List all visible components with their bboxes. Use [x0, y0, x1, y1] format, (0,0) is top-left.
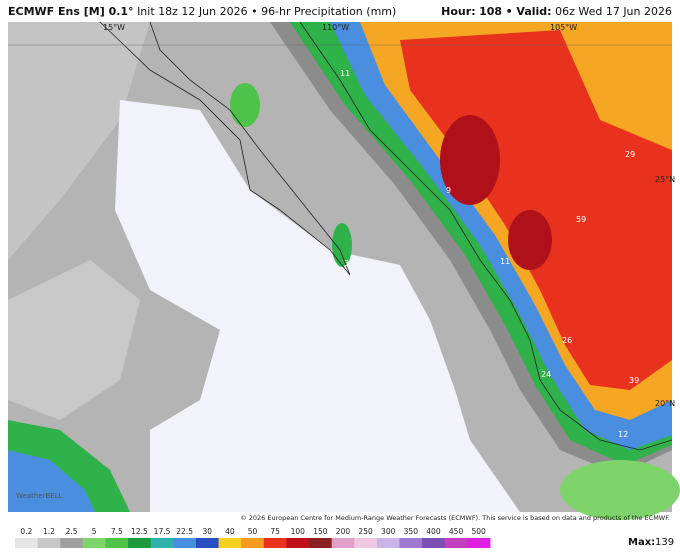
hour: 108: [479, 5, 503, 18]
precip-value: 11: [340, 69, 350, 78]
legend-swatch: [422, 538, 446, 548]
precip-value: 29: [625, 150, 635, 159]
shade: [8, 22, 150, 260]
legend-swatch: [37, 538, 61, 548]
legend-swatch: [263, 538, 287, 548]
precip-value: 3: [344, 259, 349, 268]
precip-dark: [508, 210, 552, 270]
precip-blue: [8, 450, 95, 512]
grid-label: 110°W: [322, 23, 349, 32]
precip-light-green: [560, 460, 680, 520]
precip-value: 59: [576, 215, 586, 224]
legend-swatch: [286, 538, 310, 548]
legend-tick: 500: [472, 527, 487, 536]
legend-swatch: [376, 538, 401, 548]
precip-value: 39: [629, 376, 639, 385]
valid-label: • Valid:: [505, 5, 552, 18]
legend-tick: 150: [313, 527, 328, 536]
init: Init 18z 12 Jun 2026 • 96-hr Precipitati…: [137, 5, 397, 18]
logo: WeatherBELL: [16, 492, 63, 500]
legend-swatch: [150, 538, 174, 548]
copyright: © 2026 European Centre for Medium-Range …: [240, 514, 670, 522]
legend-tick: 100: [291, 527, 306, 536]
precip-dark: [440, 115, 500, 205]
legend-tick: 12.5: [131, 527, 148, 536]
legend-tick: 250: [358, 527, 373, 536]
precip-value: 24: [541, 370, 551, 379]
precip-value: 12: [618, 430, 628, 439]
hour-label: Hour:: [441, 5, 476, 18]
legend-tick: 30: [202, 527, 212, 536]
legend-tick: 2.5: [66, 527, 78, 536]
legend-tick: 200: [336, 527, 351, 536]
legend-tick: 40: [225, 527, 235, 536]
legend-swatch: [173, 538, 197, 548]
header: ECMWF Ens [M] 0.1° Init 18z 12 Jun 2026 …: [8, 5, 672, 18]
valid: 06z Wed 17 Jun 2026: [555, 5, 672, 18]
legend-tick: 1.2: [43, 527, 55, 536]
legend-swatch: [444, 538, 468, 548]
grid-label: 20°N: [655, 399, 675, 408]
legend-swatch: [399, 538, 423, 548]
precip-value: 11: [500, 257, 510, 266]
precip-green: [332, 223, 352, 267]
legend-swatch: [195, 538, 220, 548]
legend-swatch: [218, 538, 242, 548]
legend-tick: 50: [248, 527, 258, 536]
legend-tick: 350: [404, 527, 419, 536]
legend-swatch: [331, 538, 355, 548]
model: ECMWF Ens [M] 0.1°: [8, 5, 134, 18]
legend-tick: 75: [270, 527, 280, 536]
precip-value: 26: [562, 336, 572, 345]
legend-swatch: [309, 538, 333, 548]
legend-swatch: [241, 538, 265, 548]
max-value: 139: [655, 537, 674, 548]
legend-swatch: [354, 538, 378, 548]
legend-swatch: [128, 538, 152, 548]
grid-label: 15°W: [103, 23, 125, 32]
precip-green: [230, 83, 260, 127]
legend-tick: 22.5: [176, 527, 193, 536]
legend-tick: 5: [92, 527, 97, 536]
legend-swatch: [105, 538, 129, 548]
shade: [8, 260, 140, 420]
legend-tick: 17.5: [154, 527, 171, 536]
legend-tick: 300: [381, 527, 396, 536]
precip-value: 9: [446, 186, 451, 195]
coastline: [299, 21, 673, 451]
legend-tick: 0.2: [20, 527, 32, 536]
grid-label: 25°N: [655, 175, 675, 184]
ocean-dry: [115, 100, 520, 512]
legend-swatch: [15, 538, 39, 548]
coastline: [99, 21, 351, 276]
legend-swatch: [60, 538, 84, 548]
max-label: Max:: [628, 537, 655, 548]
legend-swatch: [467, 538, 491, 548]
legend-tick: 450: [449, 527, 464, 536]
legend-swatch: [82, 538, 106, 548]
legend-tick: 7.5: [111, 527, 123, 536]
legend-tick: 400: [426, 527, 441, 536]
grid-label: 105°W: [550, 23, 577, 32]
